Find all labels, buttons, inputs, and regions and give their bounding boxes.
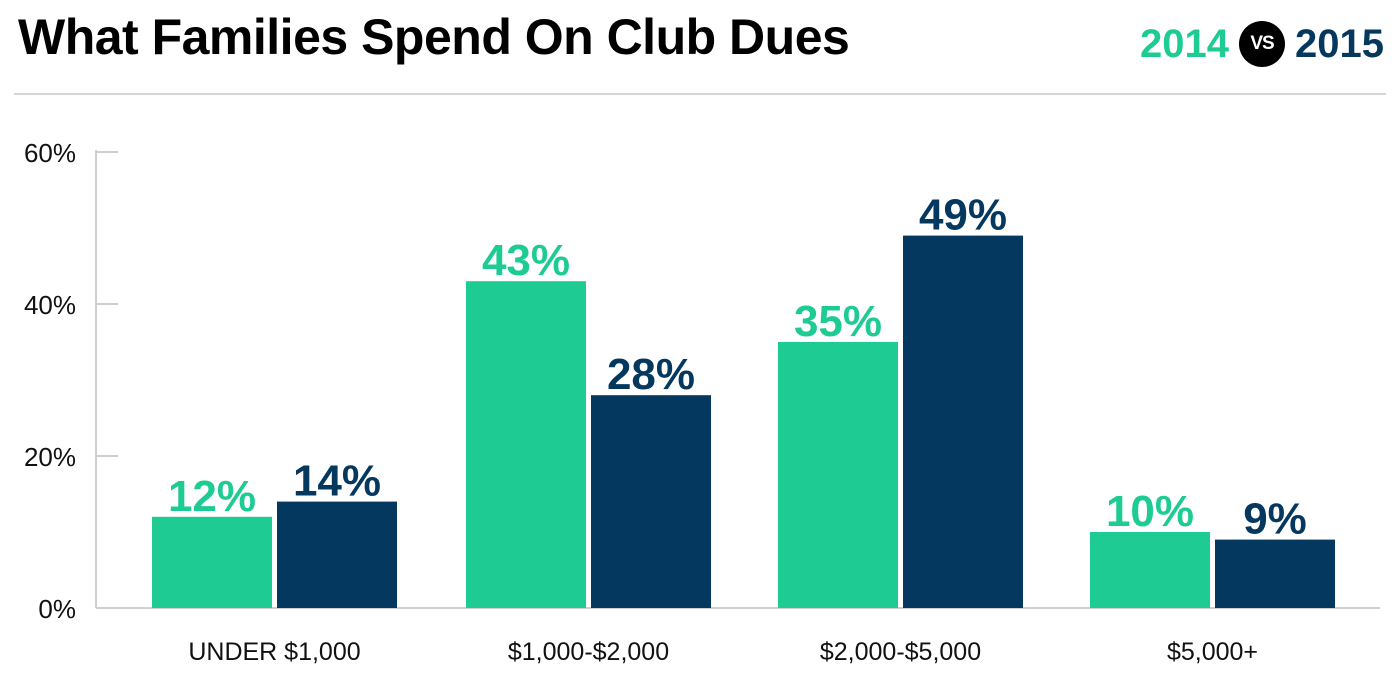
data-label-2015-3: 9%: [1243, 495, 1307, 544]
data-label-2014-0: 12%: [168, 472, 256, 521]
data-label-2014-2: 35%: [794, 297, 882, 346]
bar-2015-3: [1215, 539, 1335, 608]
data-label-2015-0: 14%: [293, 457, 381, 506]
legend: 2014 VS 2015: [1140, 18, 1384, 70]
data-label-2015-2: 49%: [919, 191, 1007, 240]
chart-title: What Families Spend On Club Dues: [18, 9, 850, 65]
data-label-2014-1: 43%: [482, 236, 570, 285]
header-divider: [14, 93, 1386, 95]
legend-2015: 2015: [1295, 21, 1384, 66]
y-tick-label: 20%: [24, 442, 76, 472]
bar-2014-2: [778, 342, 898, 608]
bar-2014-0: [152, 516, 272, 608]
data-label-2014-3: 10%: [1106, 487, 1194, 536]
x-tick-label: $5,000+: [1167, 638, 1258, 666]
y-tick-label: 0%: [38, 594, 76, 624]
bar-2015-2: [903, 235, 1023, 608]
data-label-2015-1: 28%: [607, 350, 695, 399]
legend-2014: 2014: [1140, 21, 1230, 66]
bar-2015-0: [277, 501, 397, 608]
x-tick-label: $2,000-$5,000: [820, 638, 981, 666]
bar-2014-3: [1090, 532, 1210, 608]
legend-vs-badge: VS: [1239, 21, 1286, 67]
x-tick-label: $1,000-$2,000: [508, 638, 669, 666]
y-tick-label: 40%: [24, 290, 76, 320]
bar-2014-1: [466, 281, 586, 608]
x-tick-label: UNDER $1,000: [188, 638, 360, 666]
y-tick-label: 60%: [24, 138, 76, 168]
bar-2015-1: [591, 395, 711, 608]
